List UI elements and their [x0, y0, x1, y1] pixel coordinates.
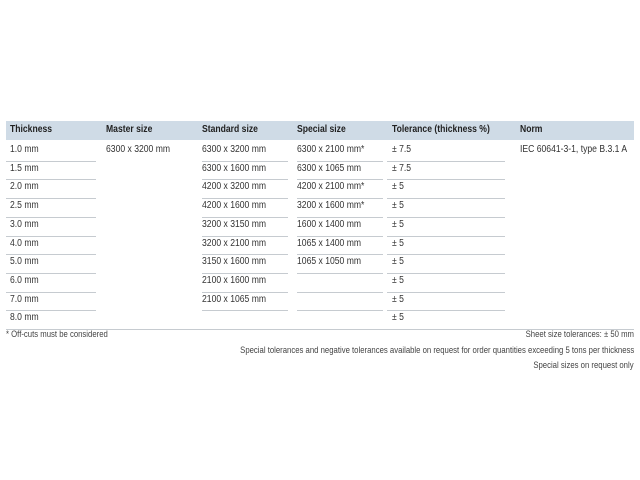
row-divider — [6, 310, 96, 312]
row-divider — [387, 254, 505, 256]
row-divider — [297, 216, 383, 218]
table-cell: 1600 x 1400 mm — [297, 218, 362, 230]
table-cell: 2100 x 1600 mm — [202, 274, 267, 286]
row-divider — [297, 254, 383, 256]
row-divider — [387, 216, 505, 218]
row-divider — [6, 198, 96, 200]
table-cell: 4200 x 3200 mm — [202, 181, 267, 193]
row-divider — [387, 291, 505, 293]
table-cell: ± 5 — [392, 312, 404, 324]
row-divider — [6, 160, 96, 162]
table-cell: ± 5 — [392, 200, 404, 212]
table-cell: 2.5 mm — [10, 200, 39, 212]
table-cell: 3200 x 1600 mm* — [297, 200, 365, 212]
footnote: Special tolerances and negative toleranc… — [239, 344, 634, 355]
table-cell: 6300 x 1600 mm — [202, 162, 267, 174]
footnote: Special sizes on request only — [533, 360, 634, 370]
column-header: Tolerance (thickness %) — [392, 124, 490, 135]
row-divider — [202, 160, 288, 162]
row-divider — [202, 272, 288, 274]
table-cell: ± 5 — [392, 293, 404, 305]
table-cell: IEC 60641-3-1, type B.3.1 A — [520, 144, 628, 155]
row-divider — [297, 179, 383, 181]
table-cell: ± 5 — [392, 256, 404, 268]
table-cell: 6300 x 3200 mm — [106, 144, 171, 155]
table-cell: 6.0 mm — [10, 274, 39, 286]
table-cell: ± 7.5 — [392, 162, 412, 174]
row-divider — [387, 198, 505, 200]
table-cell: 3200 x 3150 mm — [202, 218, 267, 230]
table-cell: 3150 x 1600 mm — [202, 256, 267, 268]
table-cell: 2100 x 1065 mm — [202, 293, 267, 305]
table-cell: 6300 x 3200 mm — [202, 144, 267, 155]
row-divider — [202, 235, 288, 237]
row-divider — [202, 254, 288, 256]
row-divider — [297, 291, 383, 293]
table-cell: 3200 x 2100 mm — [202, 237, 267, 249]
table-cell: 8.0 mm — [10, 312, 39, 324]
row-divider — [387, 272, 505, 274]
row-divider — [387, 310, 505, 312]
table-cell: 5.0 mm — [10, 256, 39, 268]
table-cell: 1065 x 1400 mm — [297, 237, 362, 249]
row-divider — [6, 179, 96, 181]
row-divider — [6, 235, 96, 237]
column-header: Norm — [520, 124, 543, 135]
row-divider — [202, 198, 288, 200]
row-divider — [6, 291, 96, 293]
table-cell: ± 5 — [392, 218, 404, 230]
column-header: Master size — [106, 124, 153, 135]
column-header: Thickness — [10, 124, 53, 135]
row-divider — [202, 179, 288, 181]
row-divider — [387, 179, 505, 181]
table-cell: ± 5 — [392, 274, 404, 286]
table-cell: 1065 x 1050 mm — [297, 256, 362, 268]
row-divider — [297, 160, 383, 162]
row-divider — [202, 291, 288, 293]
row-divider — [202, 216, 288, 218]
row-divider — [6, 254, 96, 256]
footnote: Sheet size tolerances: ± 50 mm — [525, 329, 634, 339]
table-cell: 2.0 mm — [10, 181, 39, 193]
row-divider — [297, 272, 383, 274]
row-divider — [387, 160, 505, 162]
table-cell: 1.0 mm — [10, 144, 39, 155]
table-bottom-line — [6, 329, 634, 330]
table-cell: 4.0 mm — [10, 237, 39, 249]
table-cell: 1.5 mm — [10, 162, 39, 174]
table-cell: ± 5 — [392, 237, 404, 249]
row-divider — [6, 216, 96, 218]
row-divider — [297, 310, 383, 312]
table-cell: 6300 x 2100 mm* — [297, 144, 365, 155]
header-band — [6, 121, 634, 140]
table-cell: ± 5 — [392, 181, 404, 193]
row-divider — [297, 198, 383, 200]
table-cell: 6300 x 1065 mm — [297, 162, 362, 174]
row-divider — [202, 310, 288, 312]
row-divider — [387, 235, 505, 237]
table-cell: 4200 x 1600 mm — [202, 200, 267, 212]
row-divider — [297, 235, 383, 237]
column-header: Standard size — [202, 124, 258, 135]
table-cell: ± 7.5 — [392, 144, 412, 155]
table-cell: 7.0 mm — [10, 293, 39, 305]
column-header: Special size — [297, 124, 346, 135]
table-cell: 3.0 mm — [10, 218, 39, 230]
table-cell: 4200 x 2100 mm* — [297, 181, 365, 193]
footnote: * Off-cuts must be considered — [6, 329, 108, 339]
row-divider — [6, 272, 96, 274]
